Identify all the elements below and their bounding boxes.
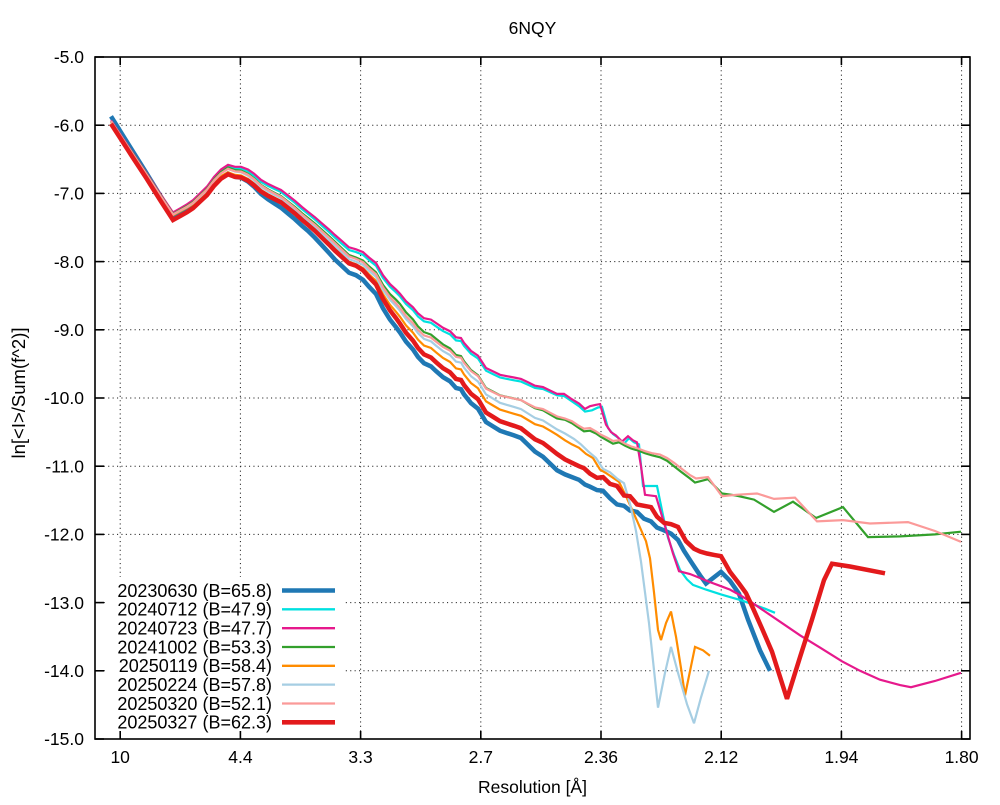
svg-text:3.3: 3.3 <box>348 747 372 767</box>
svg-text:1.94: 1.94 <box>824 747 858 767</box>
svg-text:-5.0: -5.0 <box>54 47 84 67</box>
svg-text:-13.0: -13.0 <box>44 593 84 613</box>
svg-text:-14.0: -14.0 <box>44 661 84 681</box>
svg-text:4.4: 4.4 <box>228 747 253 767</box>
svg-text:2.36: 2.36 <box>584 747 618 767</box>
svg-text:20240723 (B=47.7): 20240723 (B=47.7) <box>117 619 272 639</box>
svg-text:-8.0: -8.0 <box>54 252 84 272</box>
svg-text:20250327 (B=62.3): 20250327 (B=62.3) <box>117 713 272 733</box>
svg-text:-9.0: -9.0 <box>54 320 84 340</box>
svg-text:-7.0: -7.0 <box>54 184 84 204</box>
svg-text:2.7: 2.7 <box>469 747 493 767</box>
svg-text:20230630 (B=65.8): 20230630 (B=65.8) <box>117 581 272 601</box>
svg-text:20250224 (B=57.8): 20250224 (B=57.8) <box>117 675 272 695</box>
svg-text:20250119 (B=58.4): 20250119 (B=58.4) <box>119 656 272 676</box>
svg-text:-12.0: -12.0 <box>44 525 84 545</box>
svg-text:1.80: 1.80 <box>945 747 979 767</box>
svg-text:-15.0: -15.0 <box>44 729 84 749</box>
svg-text:-10.0: -10.0 <box>44 388 84 408</box>
svg-text:20240712 (B=47.9): 20240712 (B=47.9) <box>117 600 272 620</box>
svg-text:20250320 (B=52.1): 20250320 (B=52.1) <box>117 694 272 714</box>
svg-text:20241002 (B=53.3): 20241002 (B=53.3) <box>117 637 272 657</box>
svg-text:-11.0: -11.0 <box>45 456 84 476</box>
svg-text:ln[<I>/Sum(f^2)]: ln[<I>/Sum(f^2)] <box>8 327 29 458</box>
svg-text:10: 10 <box>110 747 130 767</box>
svg-text:Resolution [Å]: Resolution [Å] <box>478 777 587 797</box>
svg-text:6NQY: 6NQY <box>509 18 557 38</box>
svg-text:-6.0: -6.0 <box>54 115 84 135</box>
svg-text:2.12: 2.12 <box>704 747 738 767</box>
